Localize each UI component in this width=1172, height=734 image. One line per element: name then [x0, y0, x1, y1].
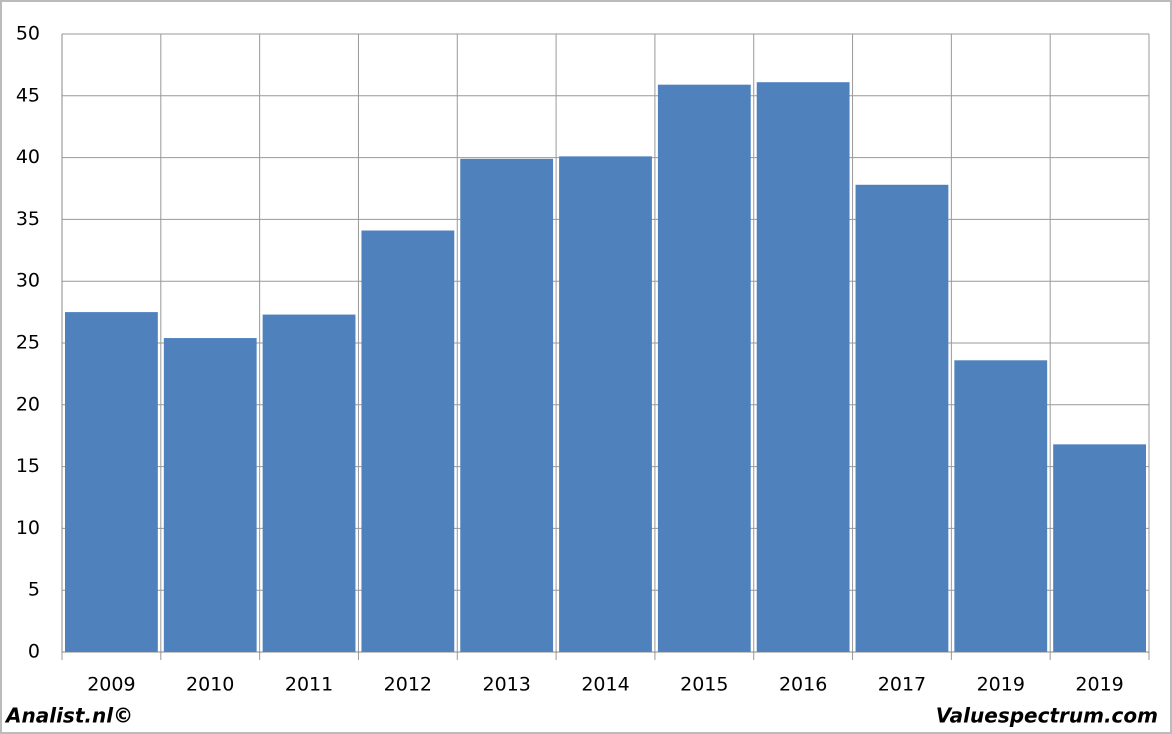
- bar: [756, 82, 850, 653]
- y-tick-label: 35: [16, 208, 40, 230]
- x-tick-label: 2015: [680, 674, 728, 696]
- y-tick-label: 0: [28, 641, 40, 663]
- y-tick-label: 5: [28, 579, 40, 601]
- y-tick-label: 40: [16, 146, 40, 168]
- bar: [65, 312, 158, 652]
- x-tick-label: 2017: [878, 674, 926, 696]
- y-tick-label: 50: [16, 23, 40, 45]
- bar: [855, 184, 949, 653]
- bar: [657, 84, 751, 652]
- bar: [460, 158, 554, 652]
- y-tick-label: 45: [16, 84, 40, 106]
- x-tick-label: 2014: [581, 674, 629, 696]
- credit-right: Valuespectrum.com: [936, 704, 1158, 728]
- bar: [954, 360, 1048, 652]
- bar: [1053, 444, 1146, 652]
- bar: [163, 338, 257, 652]
- x-tick-label: 2012: [384, 674, 432, 696]
- x-tick-label: 2019: [977, 674, 1025, 696]
- x-tick-label: 2016: [779, 674, 827, 696]
- bar: [361, 230, 455, 653]
- y-tick-label: 10: [16, 517, 40, 539]
- credit-left: Analist.nl©: [4, 704, 133, 728]
- y-tick-label: 15: [16, 455, 40, 477]
- y-tick-label: 30: [16, 270, 40, 292]
- y-tick-label: 25: [16, 332, 40, 354]
- y-tick-label: 20: [16, 393, 40, 415]
- x-tick-label: 2019: [1075, 674, 1123, 696]
- x-tick-label: 2013: [483, 674, 531, 696]
- bar: [262, 314, 356, 652]
- x-tick-label: 2010: [186, 674, 234, 696]
- x-tick-label: 2009: [87, 674, 135, 696]
- x-tick-label: 2011: [285, 674, 333, 696]
- bar: [559, 156, 652, 652]
